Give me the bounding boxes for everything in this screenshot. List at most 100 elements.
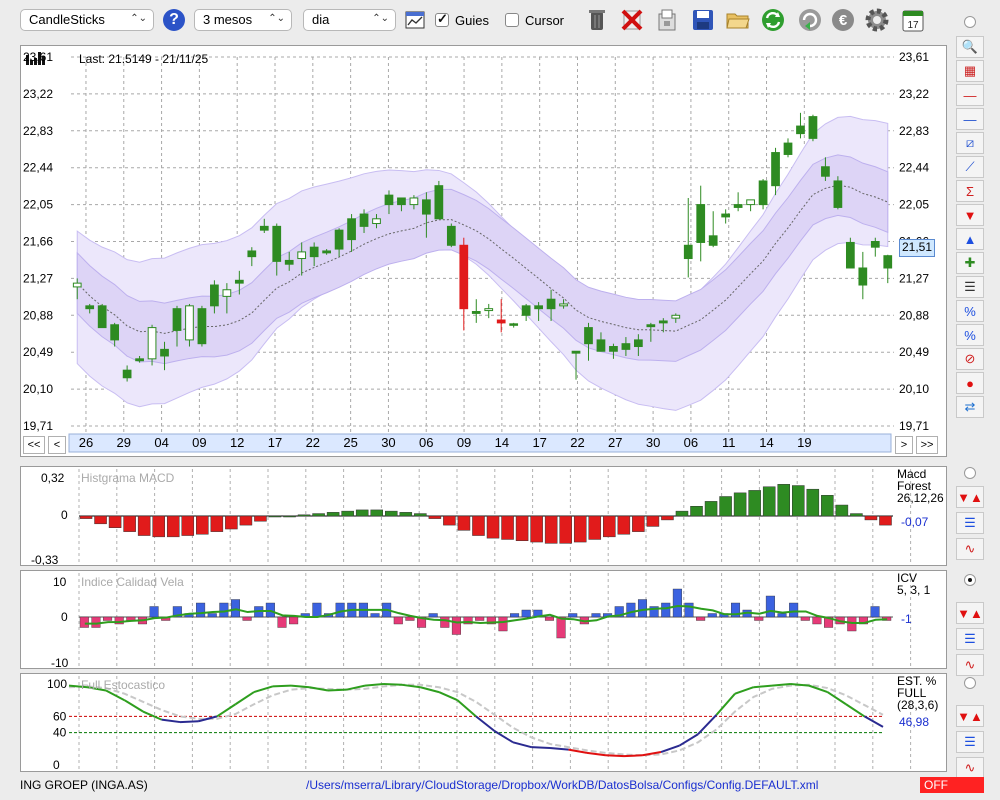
percent-lines-icon[interactable]: ☰ <box>956 628 984 650</box>
blue-line-icon[interactable]: — <box>956 108 984 130</box>
candle[interactable] <box>609 343 618 359</box>
candle[interactable] <box>858 251 868 300</box>
help-button[interactable]: ? <box>163 9 185 31</box>
icv-bar[interactable] <box>684 602 694 618</box>
candle[interactable] <box>72 278 82 300</box>
macd-chart[interactable]: Histgrama MACD 0,32 0 -0,33 MacdForest26,12,… <box>21 467 949 567</box>
icv-bar[interactable] <box>510 613 520 618</box>
buy-sell-icon[interactable]: ▼▲ <box>956 705 984 727</box>
icv-bar[interactable] <box>312 602 322 618</box>
buy-sell-icon[interactable]: ✚ <box>956 252 984 274</box>
macd-bar[interactable] <box>399 512 413 517</box>
macd-bar[interactable] <box>312 513 325 517</box>
candle[interactable] <box>272 223 282 276</box>
stop-icon[interactable]: ⊘ <box>956 348 984 370</box>
macd-bar[interactable] <box>486 515 500 539</box>
candle[interactable] <box>484 303 494 319</box>
candle[interactable] <box>85 303 95 314</box>
macd-bar[interactable] <box>675 510 689 517</box>
icv-bar[interactable] <box>103 616 113 621</box>
config-path[interactable]: /Users/mserra/Library/CloudStorage/Dropb… <box>306 778 819 792</box>
icv-bar[interactable] <box>91 616 101 628</box>
macd-bar[interactable] <box>792 485 805 517</box>
macd-bar[interactable] <box>385 510 398 517</box>
candle[interactable] <box>297 242 307 276</box>
macd-bar[interactable] <box>603 515 616 538</box>
macd-bar[interactable] <box>864 515 878 521</box>
trend-line-icon[interactable]: ⟋ <box>956 156 984 178</box>
icv-bar[interactable] <box>812 616 822 625</box>
candle[interactable] <box>247 247 257 267</box>
candle[interactable] <box>384 190 394 215</box>
candle[interactable] <box>147 324 157 366</box>
candle[interactable] <box>521 303 531 321</box>
macd-bar[interactable] <box>806 488 820 517</box>
icv-bar[interactable] <box>765 595 775 618</box>
prev-page-button[interactable]: < <box>48 436 66 454</box>
candle[interactable] <box>696 185 706 262</box>
icv-bar[interactable] <box>568 613 578 618</box>
icv-bar[interactable] <box>661 602 671 618</box>
macd-bar[interactable] <box>94 515 107 525</box>
icv-bar[interactable] <box>428 613 438 618</box>
macd-bar[interactable] <box>355 509 369 517</box>
macd-bar[interactable] <box>79 515 93 519</box>
icv-bar[interactable] <box>486 616 496 625</box>
candle[interactable] <box>833 176 843 210</box>
buy-sell-icon[interactable]: ▼▲ <box>956 486 984 508</box>
candle[interactable] <box>122 365 132 382</box>
icv-bar[interactable] <box>672 588 682 618</box>
candle[interactable] <box>97 303 107 329</box>
save-icon[interactable] <box>690 6 716 34</box>
buy-sell-icon[interactable]: ▼▲ <box>956 602 984 624</box>
candle[interactable] <box>646 322 656 342</box>
candle[interactable] <box>845 237 855 269</box>
candle[interactable] <box>446 223 456 248</box>
macd-bar[interactable] <box>457 515 471 531</box>
icv-bar[interactable] <box>242 616 252 621</box>
candle[interactable] <box>796 112 805 139</box>
candle[interactable] <box>471 299 481 323</box>
icv-bar[interactable] <box>370 613 380 618</box>
candle[interactable] <box>222 283 232 314</box>
candle[interactable] <box>883 254 893 284</box>
icv-bar[interactable] <box>277 616 287 628</box>
macd-panel-radio[interactable] <box>964 467 976 479</box>
icv-bar[interactable] <box>440 616 450 628</box>
macd-bar[interactable] <box>225 515 238 530</box>
icv-bar[interactable] <box>289 616 299 625</box>
candle[interactable] <box>808 114 818 142</box>
chart-type-select[interactable]: CandleSticks ⌃⌄ <box>20 9 154 31</box>
macd-bar[interactable] <box>268 515 282 518</box>
macd-bar[interactable] <box>515 515 529 542</box>
cursor-checkbox[interactable] <box>505 13 519 27</box>
percent-lines-icon[interactable]: ☰ <box>956 731 984 753</box>
macd-bar[interactable] <box>123 515 136 532</box>
candle[interactable] <box>135 355 144 363</box>
candle[interactable] <box>322 249 331 255</box>
macd-bar[interactable] <box>879 515 892 526</box>
icv-bar[interactable] <box>196 602 206 618</box>
icv-bar[interactable] <box>789 602 799 618</box>
candle[interactable] <box>621 337 631 356</box>
export-icon[interactable] <box>654 6 680 34</box>
period-select[interactable]: 3 mesos ⌃⌄ <box>194 9 292 31</box>
price-chart[interactable]: 23,61 23,61 23,22 23,22 22,83 22,83 22,44 22,44… <box>21 46 946 456</box>
guides-checkbox[interactable] <box>435 11 449 27</box>
icv-bar[interactable] <box>335 602 345 618</box>
candle[interactable] <box>733 192 743 212</box>
gear-icon[interactable] <box>864 6 890 34</box>
candle[interactable] <box>397 197 406 212</box>
candle[interactable] <box>771 147 780 196</box>
macd-bar[interactable] <box>283 515 296 518</box>
candle[interactable] <box>110 322 120 347</box>
trash-icon[interactable] <box>584 6 610 34</box>
icv-bar[interactable] <box>475 616 485 621</box>
percent-range-icon[interactable]: % <box>956 300 984 322</box>
candle[interactable] <box>596 332 606 352</box>
macd-bar[interactable] <box>646 515 660 527</box>
channel-icon[interactable]: ⧄ <box>956 132 984 154</box>
candle[interactable] <box>422 192 431 238</box>
macd-bar[interactable] <box>719 496 732 517</box>
macd-bar[interactable] <box>704 501 718 517</box>
